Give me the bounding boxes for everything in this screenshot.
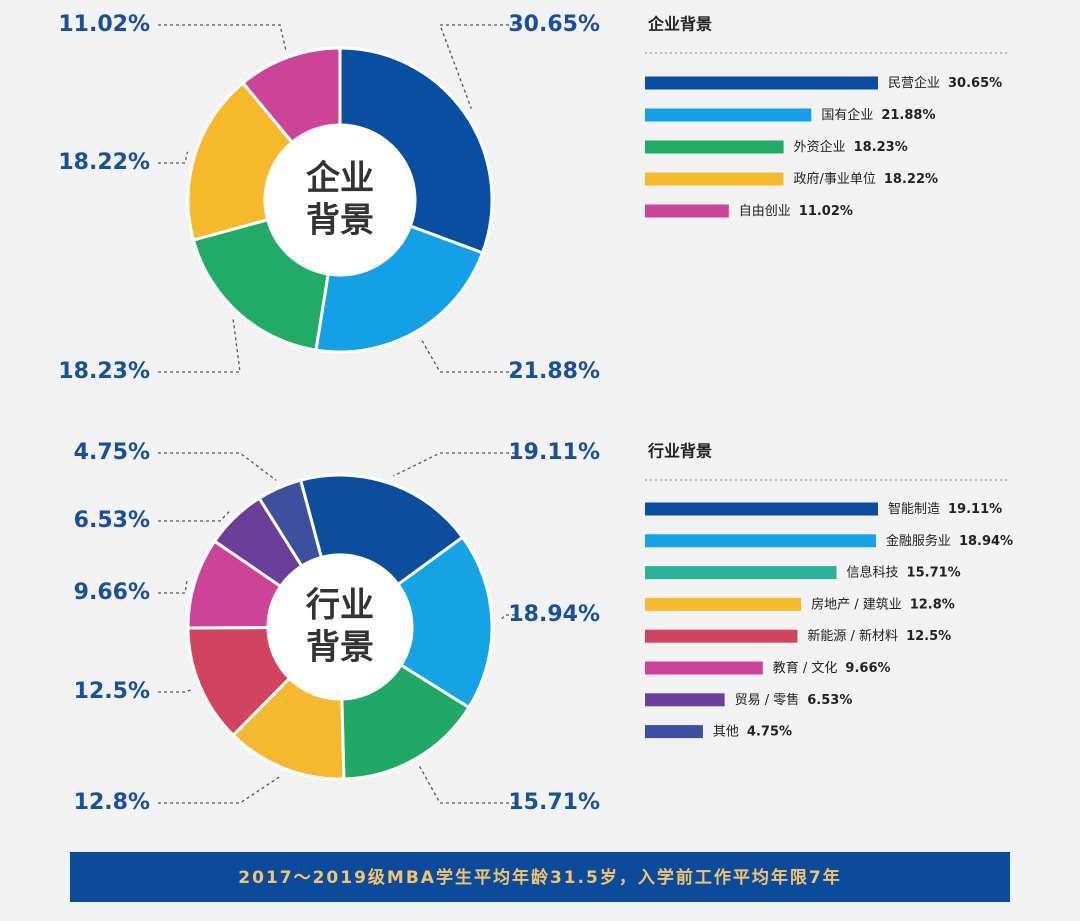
donut-slice (240, 46, 342, 145)
slice-label: 18.23% (58, 359, 150, 384)
bar (645, 725, 703, 739)
leader-line (158, 775, 282, 804)
bar-value: 18.94% (959, 533, 1013, 548)
bar (645, 204, 729, 218)
leader-line (158, 318, 241, 373)
bar (645, 629, 798, 643)
bar-category: 其他 (713, 724, 739, 739)
bar-category: 新能源 / 新材料 (807, 628, 898, 644)
bar-category: 房地产 / 建筑业 (811, 596, 902, 612)
bar (645, 597, 802, 611)
center-label: 背景 (306, 628, 374, 668)
bar (645, 172, 784, 186)
bar-label: 政府/事业单位 18.22% (794, 172, 939, 187)
bar (645, 108, 812, 122)
bar-value: 11.02% (799, 204, 853, 219)
bar-category: 国有企业 (821, 107, 873, 123)
bar (645, 566, 837, 580)
bar-label: 国有企业 21.88% (821, 107, 935, 123)
slice-label: 18.94% (508, 602, 600, 627)
bar-value: 18.22% (884, 172, 938, 187)
slice-label: 15.71% (508, 790, 600, 815)
center-label: 背景 (306, 201, 374, 241)
donut-slice (396, 535, 494, 710)
center-label: 企业 (306, 159, 374, 199)
bar-title: 企业背景 (647, 15, 712, 34)
bar (645, 502, 878, 516)
leader-line (158, 452, 277, 481)
bar-value: 9.66% (845, 661, 890, 676)
bar-value: 12.8% (910, 597, 955, 612)
slice-label: 12.5% (74, 679, 150, 704)
leader-line (418, 765, 515, 804)
bar-label: 新能源 / 新材料 12.5% (807, 628, 951, 644)
donut-slice (186, 80, 295, 242)
bar-category: 信息科技 (847, 564, 899, 580)
bar-category: 智能制造 (888, 502, 940, 517)
bar-value: 19.11% (948, 502, 1002, 517)
donut-slice (257, 478, 324, 569)
leader-line (392, 452, 515, 477)
bar-label: 金融服务业 18.94% (886, 532, 1013, 548)
bar (645, 661, 763, 675)
slice-label: 4.75% (74, 440, 150, 465)
bar-category: 贸易 / 零售 (735, 691, 800, 707)
bar-value: 21.88% (881, 108, 935, 123)
bar-label: 其他 4.75% (713, 724, 792, 739)
donut-slice (191, 217, 330, 352)
donut-slice (338, 46, 494, 255)
slice-label: 12.8% (74, 790, 150, 815)
bar-value: 6.53% (807, 692, 852, 707)
footer-text: 2017～2019级MBA学生平均年龄31.5岁，入学前工作平均年限7年 (238, 867, 841, 888)
bar (645, 140, 784, 154)
donut-slice (298, 473, 465, 587)
bar-label: 房地产 / 建筑业 12.8% (811, 596, 955, 612)
bar-value: 15.71% (907, 565, 961, 580)
bar (645, 693, 725, 707)
bar-label: 自由创业 11.02% (739, 204, 853, 219)
slice-label: 30.65% (508, 12, 600, 37)
leader-line (158, 151, 189, 164)
bar-label: 民营企业 30.65% (888, 75, 1002, 91)
slice-label: 18.22% (58, 150, 150, 175)
slice-label: 21.88% (508, 359, 600, 384)
bar-title: 行业背景 (647, 442, 712, 461)
leader-line (158, 580, 188, 594)
donut-hole (269, 556, 411, 698)
bar-category: 政府/事业单位 (794, 172, 876, 187)
leader-line (420, 337, 515, 373)
bar-category: 民营企业 (888, 75, 940, 91)
leader-line (158, 24, 287, 50)
leader-line (439, 24, 515, 109)
bar-label: 信息科技 15.71% (847, 564, 961, 580)
slice-label: 6.53% (74, 508, 150, 533)
bar-label: 教育 / 文化 9.66% (773, 660, 891, 676)
footer-band (70, 852, 1010, 902)
bar-value: 30.65% (948, 76, 1002, 91)
bar-value: 12.5% (906, 629, 951, 644)
slice-label: 11.02% (58, 12, 150, 37)
bar-label: 智能制造 19.11% (888, 502, 1002, 517)
donut-hole (266, 126, 414, 274)
bar-value: 18.23% (854, 140, 908, 155)
bar-category: 金融服务业 (886, 532, 951, 548)
bar-category: 自由创业 (739, 204, 791, 219)
leader-line (158, 688, 193, 693)
bar-label: 外资企业 18.23% (794, 139, 908, 155)
donut-slice (314, 224, 485, 354)
leader-line (158, 511, 230, 522)
center-label: 行业 (306, 586, 374, 626)
slice-label: 9.66% (74, 580, 150, 605)
bar-value: 4.75% (747, 724, 792, 739)
bar-category: 教育 / 文化 (773, 660, 838, 676)
bar-label: 贸易 / 零售 6.53% (735, 691, 853, 707)
bar (645, 534, 876, 548)
slice-label: 19.11% (508, 440, 600, 465)
bar-category: 外资企业 (794, 139, 846, 155)
bar (645, 76, 878, 90)
